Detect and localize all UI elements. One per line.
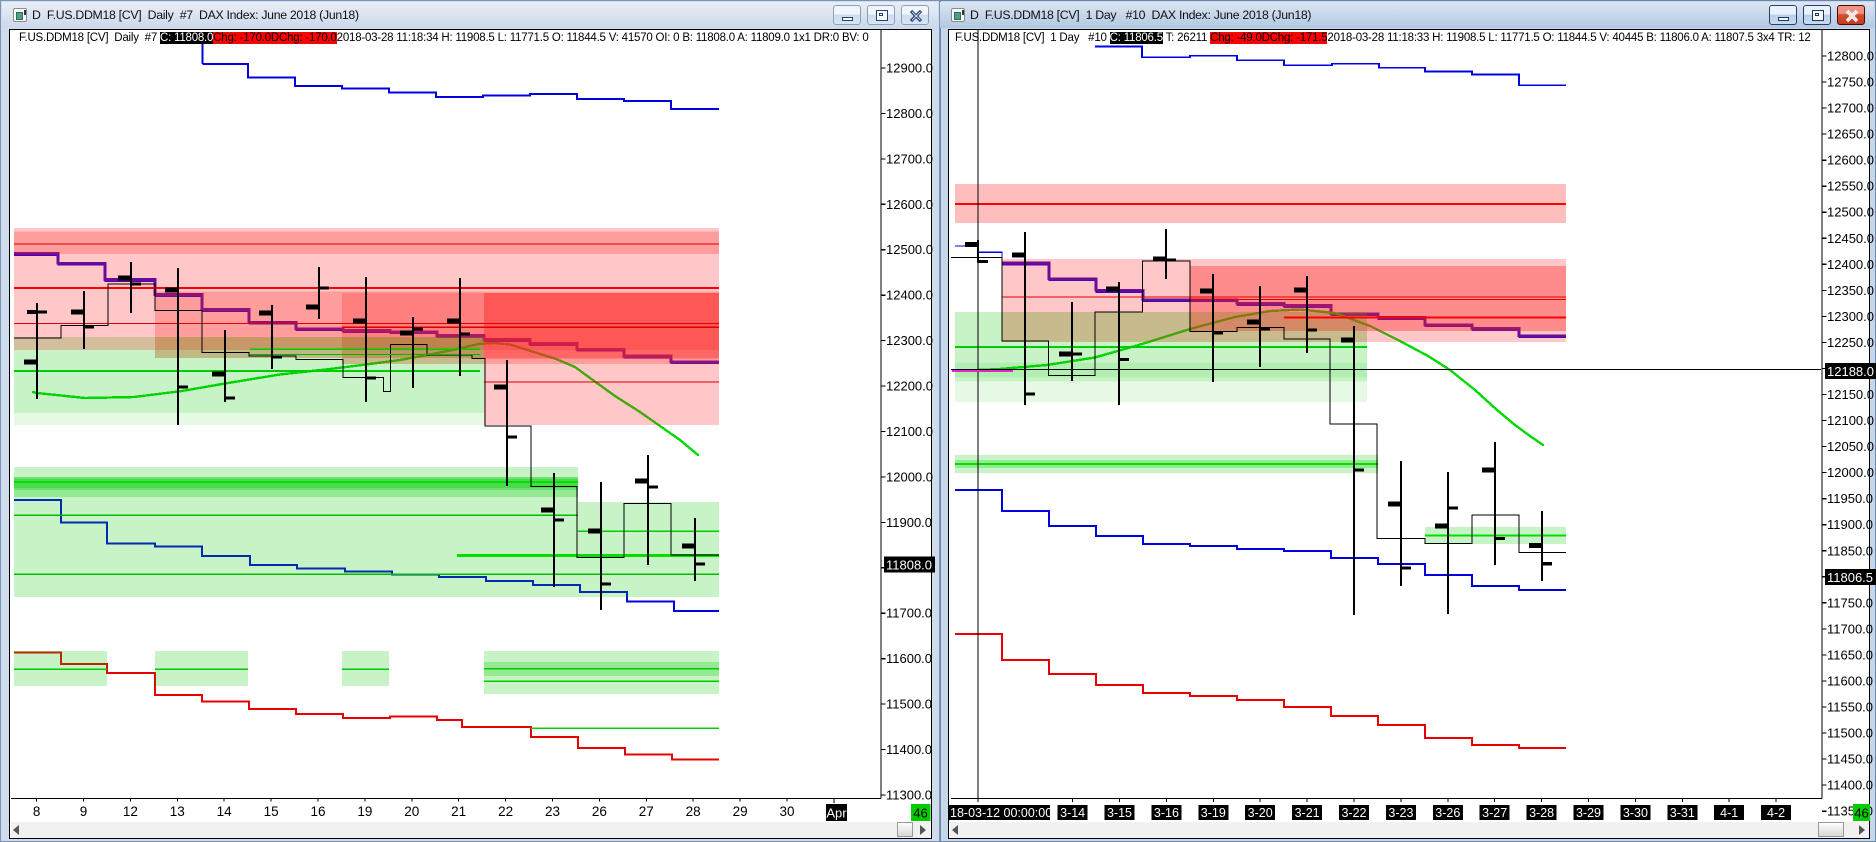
svg-text:11650.0: 11650.0 (1827, 647, 1873, 662)
svg-text:29: 29 (733, 804, 748, 819)
svg-text:3-16: 3-16 (1154, 806, 1179, 820)
svg-text:11950.0: 11950.0 (1827, 491, 1873, 506)
svg-text:3-21: 3-21 (1295, 806, 1320, 820)
svg-text:12800.0: 12800.0 (1827, 49, 1874, 64)
svg-text:11700.0: 11700.0 (1827, 621, 1873, 636)
svg-text:4-2: 4-2 (1767, 806, 1785, 820)
svg-text:12550.0: 12550.0 (1827, 179, 1874, 194)
svg-text:19: 19 (357, 804, 372, 819)
svg-text:12400.0: 12400.0 (1827, 257, 1874, 272)
svg-text:16: 16 (310, 804, 325, 819)
svg-text:30: 30 (779, 804, 794, 819)
svg-text:12600.0: 12600.0 (1827, 153, 1874, 168)
svg-text:3-14: 3-14 (1060, 806, 1085, 820)
svg-text:11500.0: 11500.0 (886, 697, 932, 712)
svg-text:12100.0: 12100.0 (1827, 413, 1874, 428)
svg-text:12200.0: 12200.0 (886, 379, 933, 394)
svg-text:11550.0: 11550.0 (1827, 700, 1873, 715)
svg-text:11600.0: 11600.0 (1827, 674, 1873, 689)
svg-text:11400.0: 11400.0 (886, 742, 932, 757)
svg-text:11900.0: 11900.0 (886, 515, 932, 530)
svg-text:3-26: 3-26 (1435, 806, 1460, 820)
svg-text:11400.0: 11400.0 (1827, 778, 1873, 793)
svg-text:9: 9 (80, 804, 88, 819)
svg-text:3-20: 3-20 (1248, 806, 1273, 820)
svg-text:12450.0: 12450.0 (1827, 231, 1874, 246)
svg-text:12000.0: 12000.0 (1827, 465, 1874, 480)
svg-text:15: 15 (264, 804, 279, 819)
svg-text:11300.0: 11300.0 (886, 788, 932, 803)
svg-text:3-15: 3-15 (1107, 806, 1132, 820)
svg-text:11806.5: 11806.5 (1827, 570, 1873, 585)
svg-text:46: 46 (1854, 806, 1868, 821)
svg-text:12300.0: 12300.0 (1827, 309, 1874, 324)
svg-text:3-23: 3-23 (1388, 806, 1413, 820)
svg-text:11750.0: 11750.0 (1827, 595, 1873, 610)
svg-text:26: 26 (592, 804, 607, 819)
svg-text:3-22: 3-22 (1341, 806, 1366, 820)
svg-text:3-29: 3-29 (1576, 806, 1601, 820)
svg-text:12300.0: 12300.0 (886, 333, 933, 348)
svg-text:4-1: 4-1 (1720, 806, 1738, 820)
svg-text:11808.0: 11808.0 (886, 558, 932, 573)
svg-text:12400.0: 12400.0 (886, 288, 933, 303)
svg-text:12: 12 (123, 804, 138, 819)
svg-text:12050.0: 12050.0 (1827, 439, 1874, 454)
svg-text:12150.0: 12150.0 (1827, 387, 1874, 402)
svg-text:12100.0: 12100.0 (886, 424, 933, 439)
svg-text:Apr: Apr (826, 806, 847, 821)
svg-text:14: 14 (217, 804, 233, 819)
svg-text:13: 13 (170, 804, 185, 819)
svg-text:23: 23 (545, 804, 560, 819)
svg-text:3-31: 3-31 (1670, 806, 1695, 820)
svg-text:27: 27 (639, 804, 654, 819)
svg-text:11500.0: 11500.0 (1827, 726, 1873, 741)
svg-text:12500.0: 12500.0 (1827, 205, 1874, 220)
svg-text:18-03-12 00:00:00: 18-03-12 00:00:00 (950, 806, 1052, 820)
svg-text:11700.0: 11700.0 (886, 606, 932, 621)
svg-text:22: 22 (498, 804, 513, 819)
svg-text:3-19: 3-19 (1201, 806, 1226, 820)
svg-text:28: 28 (686, 804, 701, 819)
svg-text:12188.0: 12188.0 (1827, 364, 1874, 379)
svg-text:12700.0: 12700.0 (886, 151, 933, 166)
svg-text:8: 8 (33, 804, 41, 819)
svg-text:11600.0: 11600.0 (886, 651, 932, 666)
svg-text:46: 46 (913, 806, 927, 821)
svg-text:3-28: 3-28 (1529, 806, 1554, 820)
svg-text:11900.0: 11900.0 (1827, 517, 1873, 532)
svg-text:12900.0: 12900.0 (886, 61, 933, 76)
svg-text:21: 21 (451, 804, 466, 819)
svg-text:12600.0: 12600.0 (886, 197, 933, 212)
svg-text:20: 20 (404, 804, 419, 819)
svg-text:12700.0: 12700.0 (1827, 101, 1874, 116)
svg-text:12350.0: 12350.0 (1827, 283, 1874, 298)
svg-text:3-27: 3-27 (1482, 806, 1507, 820)
svg-text:12650.0: 12650.0 (1827, 127, 1874, 142)
svg-text:11450.0: 11450.0 (1827, 752, 1873, 767)
svg-text:12800.0: 12800.0 (886, 106, 933, 121)
svg-text:12250.0: 12250.0 (1827, 335, 1874, 350)
svg-text:12000.0: 12000.0 (886, 469, 933, 484)
svg-text:12750.0: 12750.0 (1827, 75, 1874, 90)
svg-text:11850.0: 11850.0 (1827, 543, 1873, 558)
svg-text:12500.0: 12500.0 (886, 242, 933, 257)
svg-text:3-30: 3-30 (1623, 806, 1648, 820)
